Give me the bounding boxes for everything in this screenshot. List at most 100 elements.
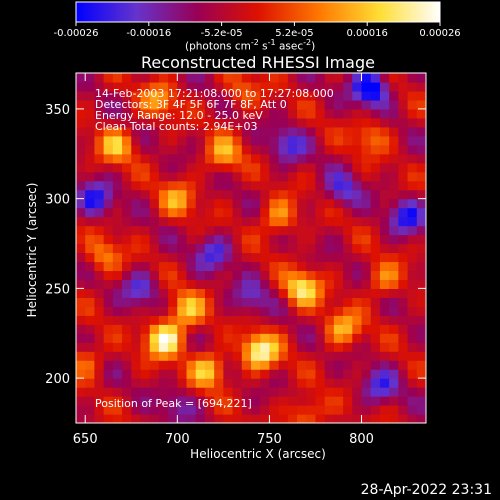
heatmap-cell: [94, 369, 105, 379]
heatmap-cell: [158, 369, 169, 379]
heatmap-cell: [343, 153, 353, 164]
unit-exp: -2: [303, 38, 312, 47]
info-detectors: Detectors: 3F 4F 5F 6F 7F 8F, Att 0: [95, 98, 287, 111]
heatmap-cell: [398, 225, 409, 236]
heatmap-cell: [241, 90, 252, 101]
colorbar-tick-label: -0.00026: [54, 28, 99, 39]
heatmap-cell: [306, 252, 317, 263]
heatmap-cell: [251, 153, 261, 164]
heatmap-cell: [122, 162, 132, 173]
heatmap-cell: [352, 198, 363, 209]
heatmap-cell: [370, 405, 381, 415]
heatmap-cell: [407, 279, 418, 289]
heatmap-cell: [85, 189, 96, 200]
heatmap-cell: [333, 360, 344, 370]
heatmap-cell: [223, 162, 234, 173]
heatmap-cell: [315, 117, 326, 128]
heatmap-cell: [352, 108, 363, 119]
heatmap-cell: [85, 108, 96, 119]
heatmap-cell: [352, 414, 363, 423]
heatmap-cell: [389, 306, 399, 316]
heatmap-cell: [112, 306, 123, 316]
heatmap-cell: [278, 90, 289, 101]
heatmap-cell: [389, 243, 399, 254]
heatmap-cell: [94, 396, 105, 406]
heatmap-cell: [149, 351, 160, 361]
heatmap-cell: [214, 279, 224, 289]
heatmap-cell: [76, 414, 86, 423]
heatmap-cell: [315, 342, 326, 352]
heatmap-cell: [370, 135, 381, 146]
heatmap-cell: [416, 81, 426, 92]
heatmap-cell: [315, 279, 326, 289]
heatmap-cell: [370, 360, 381, 370]
heatmap-cell: [94, 207, 105, 218]
heatmap-cell: [232, 171, 243, 182]
heatmap-cell: [343, 144, 353, 155]
heatmap-cell: [398, 144, 409, 155]
heatmap-cell: [122, 261, 132, 272]
heatmap-cell: [232, 90, 243, 101]
x-axis-ticks: 650 700 750 800: [73, 73, 374, 447]
heatmap-cell: [103, 261, 114, 272]
heatmap-cell: [370, 378, 381, 388]
heatmap-cell: [260, 333, 271, 343]
heatmap-cell: [112, 135, 123, 146]
heatmap-cell: [103, 99, 114, 110]
heatmap-cell: [352, 234, 363, 245]
heatmap-cell: [251, 135, 261, 146]
heatmap-cell: [278, 360, 289, 370]
heatmap-cell: [361, 252, 372, 263]
heatmap-cell: [177, 207, 188, 218]
heatmap-cell: [260, 396, 271, 406]
heatmap-cell: [352, 243, 363, 254]
heatmap-cell: [223, 180, 234, 191]
heatmap-cell: [260, 234, 271, 245]
heatmap-cell: [195, 90, 206, 101]
heatmap-cell: [131, 243, 142, 254]
heatmap-cell: [407, 108, 418, 119]
heatmap-cell: [333, 396, 344, 406]
heatmap-cell: [269, 225, 280, 236]
heatmap-cell: [416, 414, 426, 423]
heatmap-cell: [379, 108, 390, 119]
heatmap-cell: [158, 234, 169, 245]
heatmap-cell: [361, 405, 372, 415]
heatmap-cell: [343, 360, 353, 370]
heatmap-cell: [85, 351, 96, 361]
heatmap-cell: [306, 189, 317, 200]
heatmap-cell: [379, 414, 390, 423]
heatmap-cell: [177, 261, 188, 272]
heatmap-cell: [168, 387, 178, 397]
heatmap-cell: [177, 342, 188, 352]
heatmap-cell: [297, 360, 307, 370]
heatmap-cell: [186, 225, 197, 236]
heatmap-cell: [269, 144, 280, 155]
heatmap-cell: [407, 153, 418, 164]
heatmap-cell: [278, 378, 289, 388]
heatmap-cell: [297, 342, 307, 352]
heatmap-cell: [398, 162, 409, 173]
heatmap-cell: [140, 243, 151, 254]
heatmap-cell: [287, 234, 298, 245]
heatmap-cell: [306, 153, 317, 164]
heatmap-cell: [186, 270, 197, 281]
heatmap-cell: [398, 126, 409, 137]
heatmap-cell: [278, 333, 289, 343]
heatmap-cell: [186, 405, 197, 415]
heatmap-cell: [306, 90, 317, 101]
heatmap-cell: [251, 234, 261, 245]
heatmap-cell: [168, 270, 178, 281]
heatmap-cell: [177, 135, 188, 146]
heatmap-cell: [269, 99, 280, 110]
footer-timestamp: 28-Apr-2022 23:31: [360, 482, 492, 498]
heatmap-cell: [407, 369, 418, 379]
heatmap-cell: [260, 81, 271, 92]
heatmap-cell: [122, 153, 132, 164]
colorbar-tick-label: -5.2e-05: [201, 28, 243, 39]
heatmap-cell: [379, 135, 390, 146]
heatmap-cell: [204, 180, 215, 191]
heatmap-cell: [149, 279, 160, 289]
heatmap-cell: [131, 315, 142, 325]
heatmap-cell: [122, 81, 132, 92]
